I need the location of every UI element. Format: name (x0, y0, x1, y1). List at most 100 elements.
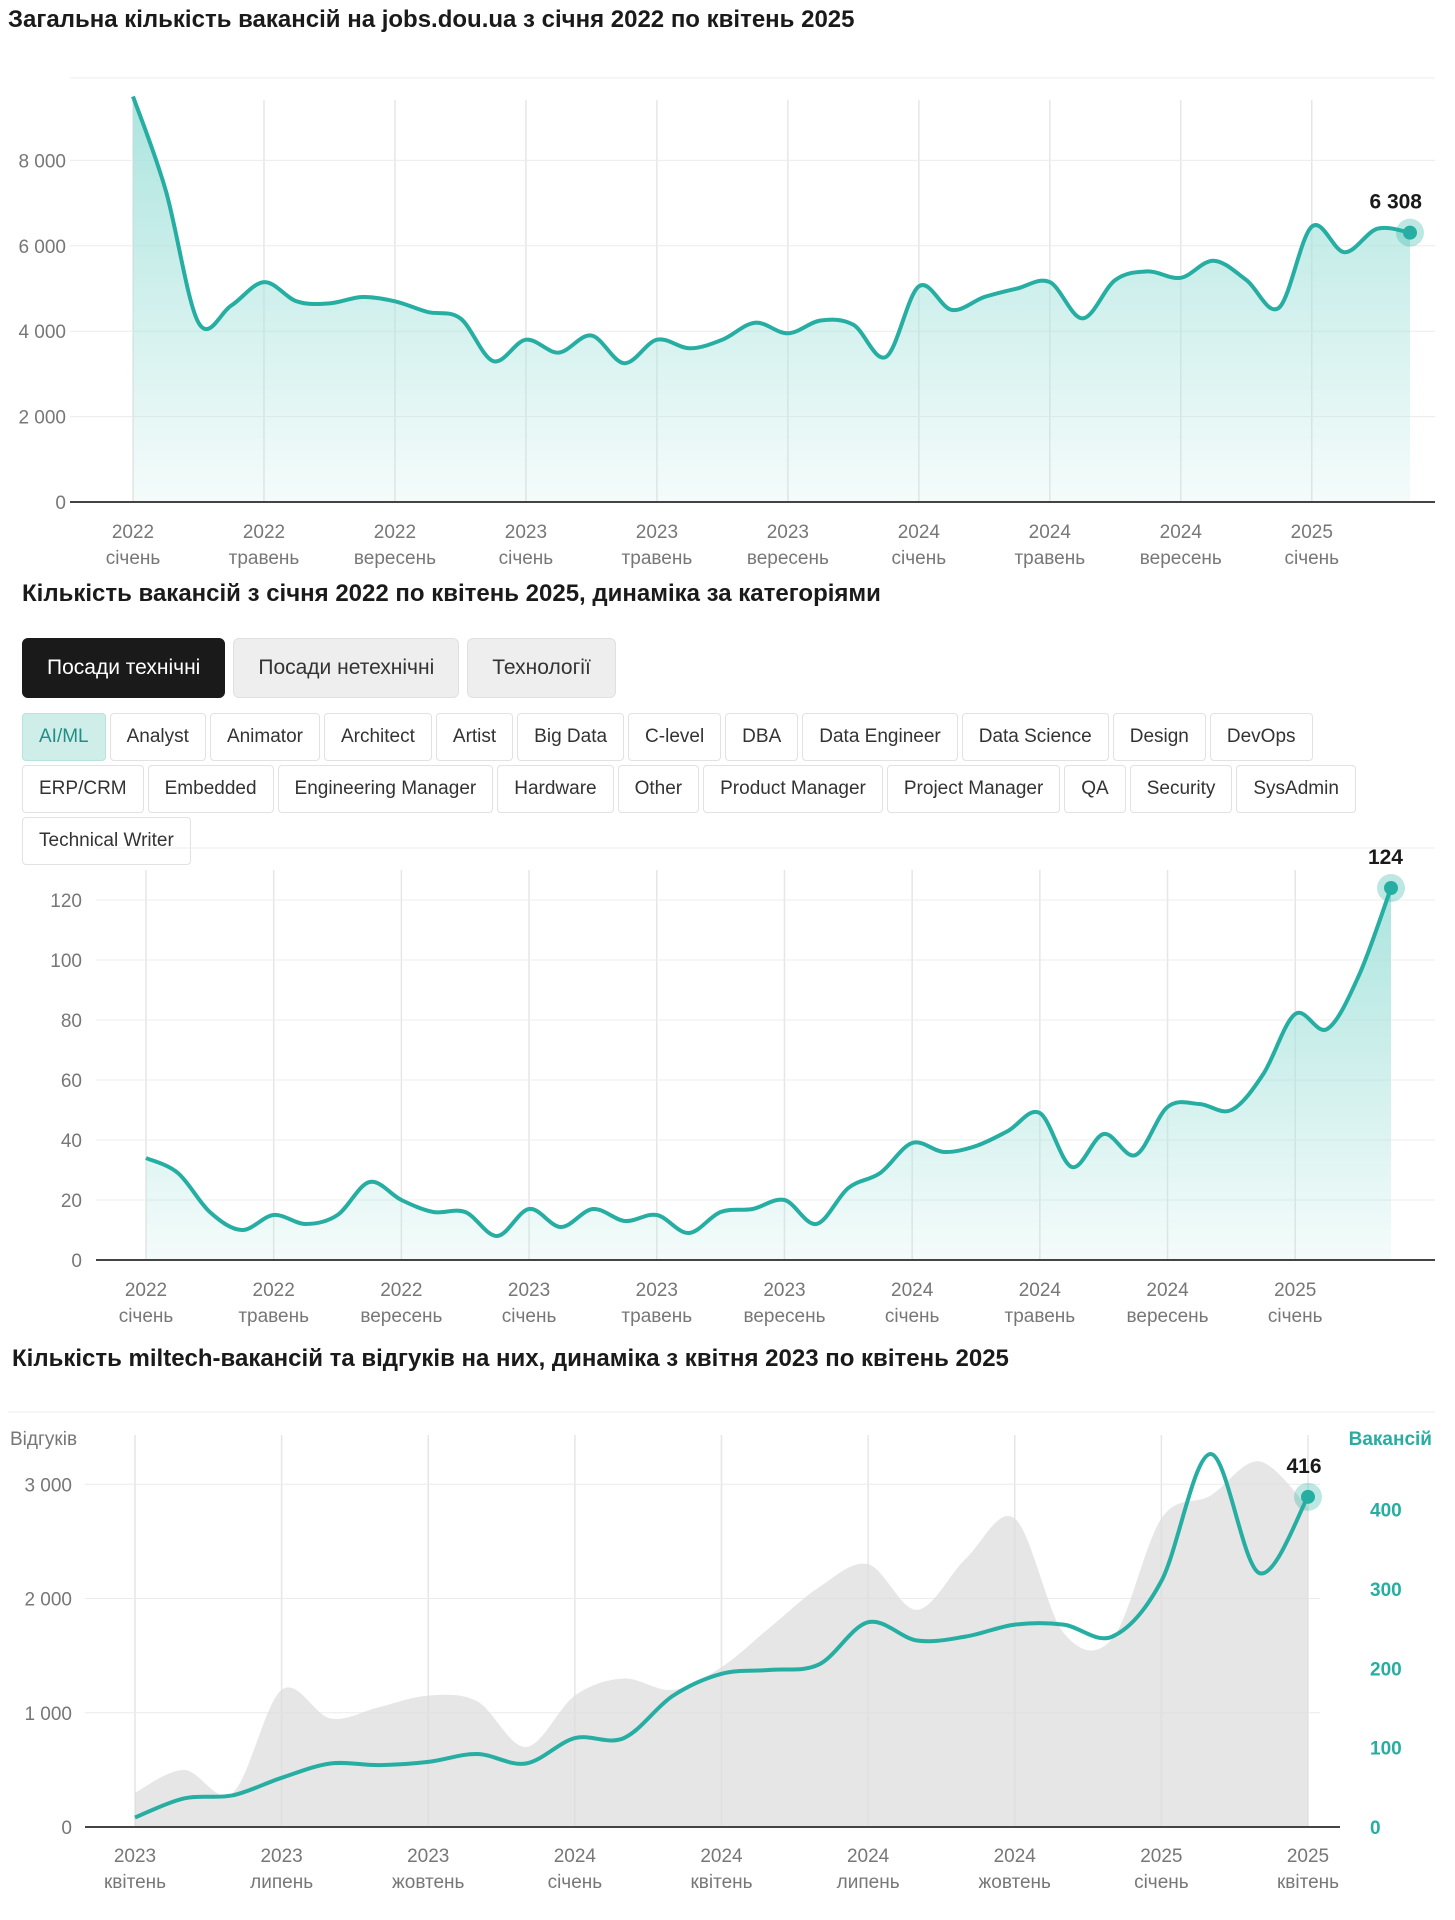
category-chip-ai-ml[interactable]: AI/ML (22, 713, 106, 761)
x-tick-month: травень (622, 548, 693, 569)
x-tick-year: 2025 (1291, 522, 1333, 543)
y-tick-label: 4 000 (18, 322, 66, 343)
y-left-tick-label: 3 000 (24, 1475, 72, 1496)
y-left-tick-label: 1 000 (24, 1704, 72, 1725)
tab-1[interactable]: Посади нетехнічні (233, 638, 460, 698)
category-chip-data-science[interactable]: Data Science (961, 713, 1109, 761)
y-left-tick-label: 0 (61, 1818, 72, 1839)
last-value-label: 416 (1286, 1455, 1321, 1478)
x-tick-month: січень (1268, 1306, 1323, 1327)
x-tick-month: травень (1014, 548, 1085, 569)
category-chip-project-manager[interactable]: Project Manager (886, 765, 1061, 813)
category-chip-embedded[interactable]: Embedded (147, 765, 274, 813)
x-tick-month: вересень (1140, 548, 1222, 569)
x-tick-month: вересень (747, 548, 829, 569)
series-area (133, 96, 1410, 503)
x-tick-year: 2022 (380, 1280, 422, 1301)
x-tick-month: вересень (354, 548, 436, 569)
x-tick-month: травень (1005, 1306, 1076, 1327)
y-right-tick-label: 200 (1370, 1659, 1402, 1680)
y-right-tick-label: 100 (1370, 1739, 1402, 1760)
y-tick-label: 8 000 (18, 151, 66, 172)
category-chip-other[interactable]: Other (617, 765, 700, 813)
category-chip-design[interactable]: Design (1112, 713, 1206, 761)
x-tick-month: січень (885, 1306, 940, 1327)
x-tick-month: січень (499, 548, 554, 569)
x-tick-year: 2024 (898, 522, 941, 543)
category-chip-qa[interactable]: QA (1064, 765, 1126, 813)
x-tick-year: 2022 (112, 522, 154, 543)
x-tick-year: 2025 (1274, 1280, 1316, 1301)
category-chip-erp-crm[interactable]: ERP/CRM (22, 765, 144, 813)
category-chips: AI/ML Analyst Animator Architect Artist Big D… (22, 713, 1422, 865)
category-chip-dba[interactable]: DBA (725, 713, 799, 761)
y-tick-label: 60 (61, 1071, 82, 1092)
category-chip-product-manager[interactable]: Product Manager (703, 765, 883, 813)
category-chip-big-data[interactable]: Big Data (517, 713, 625, 761)
category-chip-technical-writer[interactable]: Technical Writer (22, 817, 191, 865)
category-chip-analyst[interactable]: Analyst (109, 713, 206, 761)
y-tick-label: 6 000 (18, 237, 66, 258)
category-chip-engineering-manager[interactable]: Engineering Manager (277, 765, 494, 813)
category-chip-artist[interactable]: Artist (435, 713, 514, 761)
chart2-svg: 0 20 40 60 80 100 120 2022 січень 2022 травень 2022… (50, 846, 1435, 1327)
category-chip-architect[interactable]: Architect (323, 713, 432, 761)
y-right-tick-label: 400 (1370, 1501, 1402, 1522)
x-tick-month: липень (837, 1872, 900, 1893)
y-tick-label: 0 (55, 493, 66, 514)
y-tick-label: 20 (61, 1191, 82, 1212)
y-right-tick-label: 300 (1370, 1580, 1402, 1601)
x-tick-year: 2023 (114, 1846, 156, 1867)
y-left-tick-label: 2 000 (24, 1590, 72, 1611)
x-tick-year: 2023 (636, 522, 678, 543)
category-chip-sysadmin[interactable]: SysAdmin (1236, 765, 1356, 813)
x-tick-year: 2022 (253, 1280, 295, 1301)
x-tick-month: вересень (743, 1306, 825, 1327)
x-tick-year: 2024 (1146, 1280, 1189, 1301)
last-point (1403, 225, 1417, 240)
x-tick-month: січень (548, 1872, 603, 1893)
y-tick-label: 80 (61, 1011, 82, 1032)
x-tick-year: 2022 (243, 522, 285, 543)
y-right-axis-label: Вакансій (1349, 1429, 1432, 1450)
tab-2[interactable]: Технології (467, 638, 616, 698)
last-value-label: 6 308 (1369, 191, 1422, 214)
series-line (145, 887, 1393, 1238)
x-tick-year: 2024 (1160, 522, 1203, 543)
y-right-tick-label: 0 (1370, 1818, 1381, 1839)
category-chip-security[interactable]: Security (1129, 765, 1233, 813)
chart1-svg: 0 2 000 4 000 6 000 8 000 2022 січень 2022 траве… (18, 77, 1435, 569)
responses-area (135, 1461, 1308, 1827)
chart3-svg: 0 1 000 2 000 3 000 0 100 200 300 400 Відгуків Вак… (8, 1411, 1435, 1893)
x-tick-year: 2025 (1287, 1846, 1329, 1867)
x-tick-year: 2024 (1029, 522, 1072, 543)
x-tick-month: січень (892, 548, 947, 569)
x-tick-year: 2023 (505, 522, 547, 543)
category-chip-data-engineer[interactable]: Data Engineer (802, 713, 958, 761)
vacancies-line (134, 1452, 1310, 1820)
x-tick-year: 2024 (994, 1846, 1037, 1867)
last-point (1301, 1489, 1315, 1504)
category-chip-c-level[interactable]: C-level (628, 713, 722, 761)
x-tick-month: квітень (1277, 1872, 1339, 1893)
y-tick-label: 40 (61, 1131, 82, 1152)
tab-0[interactable]: Посади технічні (22, 638, 226, 698)
category-chip-hardware[interactable]: Hardware (497, 765, 614, 813)
category-chip-animator[interactable]: Animator (209, 713, 320, 761)
x-tick-year: 2024 (891, 1280, 934, 1301)
x-tick-year: 2024 (847, 1846, 890, 1867)
x-tick-month: липень (250, 1872, 313, 1893)
x-tick-month: квітень (104, 1872, 166, 1893)
x-tick-month: вересень (360, 1306, 442, 1327)
x-tick-month: квітень (690, 1872, 752, 1893)
x-tick-month: травень (229, 548, 300, 569)
chart3-title: Кількість miltech-вакансій та відгуків н… (12, 1345, 1009, 1372)
category-chip-devops[interactable]: DevOps (1209, 713, 1313, 761)
y-tick-label: 2 000 (18, 408, 66, 429)
x-tick-year: 2024 (1019, 1280, 1062, 1301)
x-tick-month: січень (119, 1306, 174, 1327)
last-value-label: 124 (1368, 846, 1403, 869)
x-tick-month: січень (1134, 1872, 1189, 1893)
y-tick-label: 100 (50, 951, 82, 972)
series-line (131, 95, 1411, 366)
